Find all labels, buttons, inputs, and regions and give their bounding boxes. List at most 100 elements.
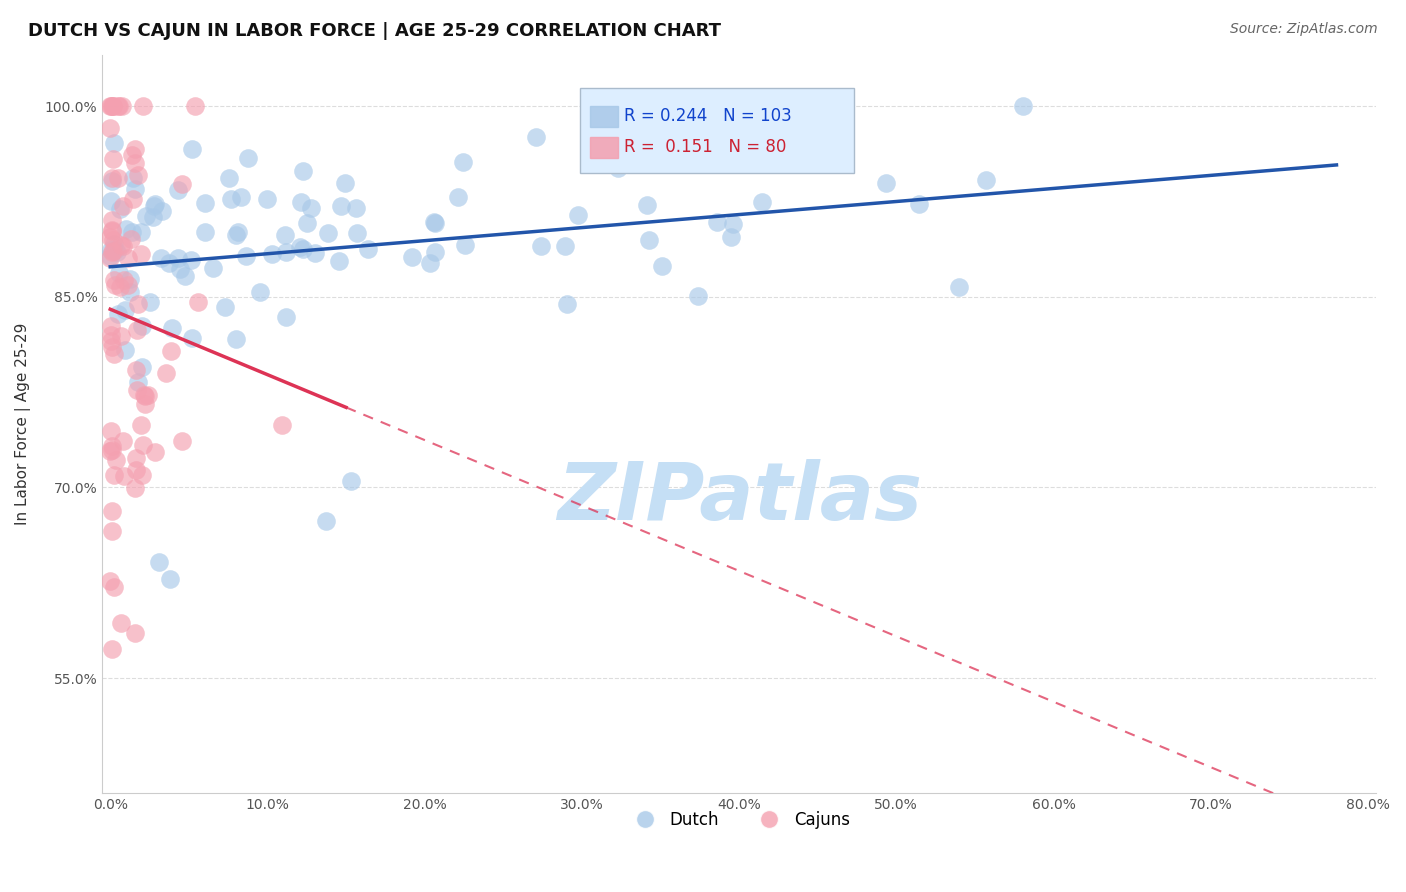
Point [127,297,149,311]
Point [121,225,143,239]
Point [100,230,122,244]
Point [101,233,124,247]
Point [292,164,315,178]
Point [100,319,122,334]
Point [167,183,190,197]
Point [131,318,153,333]
Point [101,153,124,167]
Point [101,439,124,453]
Point [1012,99,1035,113]
Point [219,192,242,206]
Point [107,307,129,321]
Point [100,424,122,438]
Point [124,155,146,169]
Point [101,212,124,227]
Point [155,366,177,380]
Point [299,202,322,216]
Point [214,301,236,315]
Point [101,244,124,258]
Point [103,99,125,113]
Point [131,360,153,375]
Point [318,226,340,240]
Point [112,273,135,287]
Point [115,221,138,235]
Point [98,252,121,266]
Point [127,383,149,397]
Point [226,225,249,239]
Point [273,227,295,242]
Point [340,474,363,488]
Point [129,247,152,261]
Point [143,445,166,459]
Point [567,209,589,223]
Point [103,237,125,252]
Point [134,389,156,403]
Point [297,216,319,230]
Point [103,468,125,483]
Point [100,334,122,349]
Point [107,99,129,113]
Point [100,194,122,209]
Point [98,443,121,458]
Point [110,615,132,630]
Point [948,280,970,294]
Point [135,209,157,223]
Point [125,463,148,477]
Point [148,555,170,569]
Point [139,295,162,310]
Point [108,267,131,281]
Point [346,226,368,240]
Point [218,170,240,185]
Point [150,203,173,218]
Point [328,253,350,268]
Point [100,243,122,257]
Point [423,216,446,230]
Point [120,272,142,286]
Point [419,256,441,270]
Point [187,294,209,309]
Point [101,223,124,237]
Point [908,196,931,211]
Text: R = 0.244   N = 103: R = 0.244 N = 103 [624,107,792,126]
Point [143,199,166,213]
Point [181,142,204,156]
Point [173,268,195,283]
Point [524,130,547,145]
Point [103,273,125,287]
Point [235,249,257,263]
Point [315,514,337,528]
Point [112,469,135,483]
Point [136,387,159,401]
Point [101,524,124,538]
Point [721,217,744,231]
Point [555,297,578,311]
Point [98,574,121,588]
Point [101,642,124,657]
FancyBboxPatch shape [579,88,853,173]
Point [256,192,278,206]
Point [423,245,446,260]
Point [401,250,423,264]
Point [271,418,294,433]
Point [181,331,204,345]
Point [291,242,314,256]
Point [134,397,156,411]
Point [101,244,124,259]
Point [129,225,152,239]
Point [706,214,728,228]
Point [121,147,143,161]
Point [100,327,122,342]
Point [110,238,132,252]
Point [103,580,125,594]
Point [104,453,127,467]
Point [108,279,131,293]
Point [110,328,132,343]
Point [103,136,125,150]
Point [344,201,367,215]
Point [124,142,146,156]
Point [131,437,153,451]
Point [111,99,134,113]
Point [607,161,630,176]
Point [167,251,190,265]
Point [104,243,127,257]
